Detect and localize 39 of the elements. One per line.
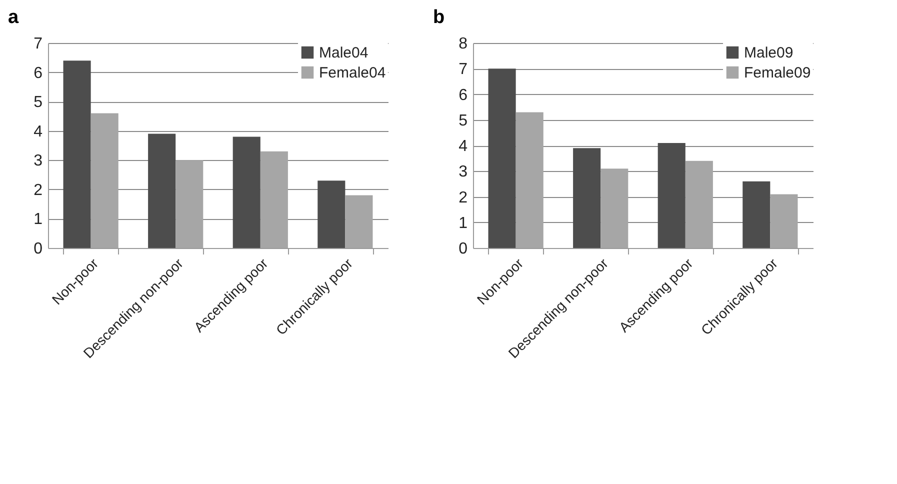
bar [232, 136, 260, 248]
legend-label: Male09 [744, 44, 794, 62]
bar [600, 168, 628, 248]
bar [176, 160, 204, 248]
legend-label: Female09 [744, 64, 811, 82]
y-tick-label: 6 [458, 86, 468, 104]
y-tick-label: 2 [458, 189, 468, 206]
bar [658, 142, 686, 248]
y-tick-label: 4 [458, 138, 468, 155]
legend-label: Male04 [319, 44, 368, 62]
y-tick-label: 0 [34, 240, 43, 258]
bar [148, 134, 176, 248]
y-tick-label: 5 [34, 94, 43, 112]
legend-label: Female04 [319, 64, 386, 82]
bar [573, 148, 601, 248]
y-tick-label: 7 [34, 36, 43, 52]
bar [770, 194, 798, 248]
y-tick-label: 2 [34, 182, 43, 199]
y-tick-label: 5 [458, 112, 468, 130]
y-tick-label: 7 [458, 61, 468, 78]
bar [90, 113, 118, 248]
y-tick-label: 8 [458, 36, 468, 52]
y-tick-label: 6 [34, 64, 43, 82]
y-tick-label: 4 [34, 123, 43, 140]
bar [488, 68, 516, 248]
y-tick-label: 1 [34, 211, 43, 228]
bar [742, 181, 770, 248]
bar [318, 180, 346, 248]
bar [63, 60, 91, 248]
y-tick-label: 0 [458, 240, 468, 258]
bar [685, 160, 713, 248]
chart-title: a [8, 7, 19, 28]
y-tick-label: 1 [458, 214, 468, 232]
bar [260, 151, 288, 248]
chart-title: b [433, 7, 445, 28]
bar [345, 195, 373, 248]
y-tick-label: 3 [458, 164, 468, 181]
y-tick-label: 3 [34, 152, 43, 170]
bar [516, 112, 544, 248]
